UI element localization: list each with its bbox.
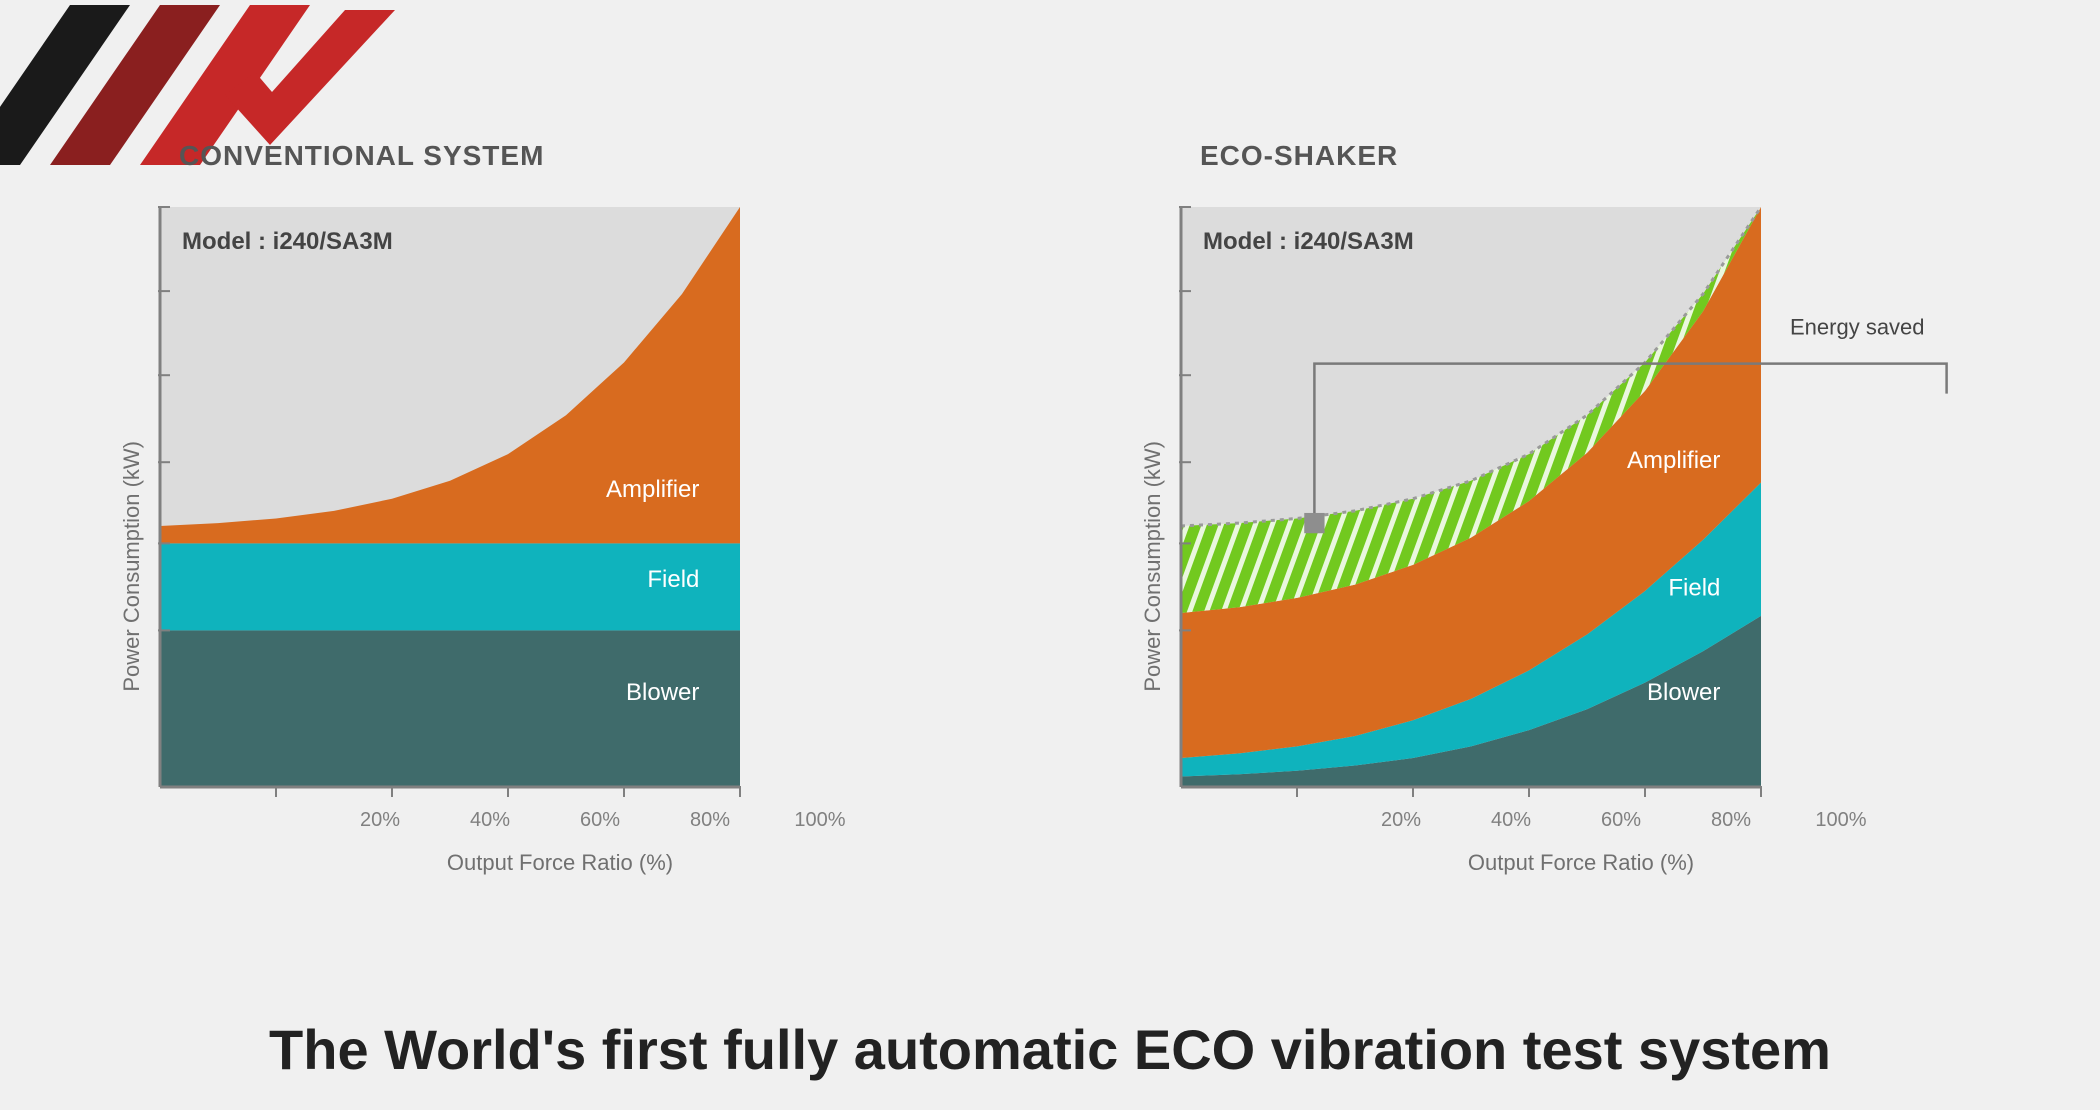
area-label-blower: Blower xyxy=(626,679,699,706)
xticks-right: 20% 40% 60% 80% 100% xyxy=(1291,809,1871,832)
ylabel-right: Power Consumption (kW) xyxy=(1140,381,1166,692)
model-label: Model : i240/SA3M xyxy=(1203,228,1414,255)
xtick: 20% xyxy=(1371,809,1431,832)
xticks-left: 20% 40% 60% 80% 100% xyxy=(270,809,850,832)
plot-right: Model : i240/SA3M Blower Field Amplifier Ene… xyxy=(1181,197,1981,797)
charts-row: CONVENTIONAL SYSTEM Power Consumption (k… xyxy=(0,140,2100,876)
main-caption: The World's first fully automatic ECO vi… xyxy=(0,1017,2100,1082)
xtick: 40% xyxy=(460,809,520,832)
ylabel-left: Power Consumption (kW) xyxy=(119,381,145,692)
xtick: 80% xyxy=(1701,809,1761,832)
xtick: 80% xyxy=(680,809,740,832)
area-label-field: Field xyxy=(1668,575,1720,602)
xtick: 60% xyxy=(570,809,630,832)
area-label-blower: Blower xyxy=(1647,679,1720,706)
xtick: 100% xyxy=(790,809,850,832)
xlabel-left: Output Force Ratio (%) xyxy=(447,850,673,876)
area-label-amplifier: Amplifier xyxy=(1627,447,1720,474)
area-blower xyxy=(160,630,740,787)
xtick: 20% xyxy=(350,809,410,832)
xlabel-right: Output Force Ratio (%) xyxy=(1468,850,1694,876)
chart-title-left: CONVENTIONAL SYSTEM xyxy=(179,140,960,172)
xtick: 60% xyxy=(1591,809,1651,832)
chart-conventional: CONVENTIONAL SYSTEM Power Consumption (k… xyxy=(119,140,960,876)
model-label: Model : i240/SA3M xyxy=(182,228,393,255)
plot-left: Model : i240/SA3M Blower Field Amplifier xyxy=(160,197,960,797)
xtick: 100% xyxy=(1811,809,1871,832)
chart-eco: ECO-SHAKER Power Consumption (kW) Model … xyxy=(1140,140,1981,876)
callout-energy-saved: Energy saved xyxy=(1790,315,1925,340)
area-label-field: Field xyxy=(647,566,699,593)
chart-title-right: ECO-SHAKER xyxy=(1200,140,1981,172)
area-label-amplifier: Amplifier xyxy=(606,476,699,503)
xtick: 40% xyxy=(1481,809,1541,832)
